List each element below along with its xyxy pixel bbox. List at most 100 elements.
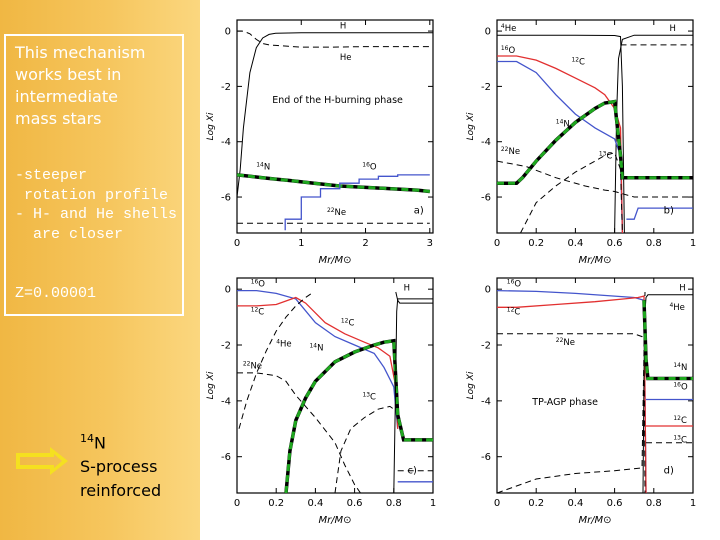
series-line-he [395,291,433,304]
x-tick-label: 0 [494,498,500,509]
series-line-16o [237,289,399,429]
x-tick-label: 0 [234,238,240,249]
mechanism-line: intermediate [15,87,118,106]
curve-label: 13C [673,435,687,446]
series-line-4he [497,291,646,493]
chart-panel-1: 0 1 2 3 0 -2 -4 -6 Mr/M⊙ Log Xi End of the H-burni… [206,19,434,266]
metallicity-text: Z=0.00001 [15,285,97,302]
y-tick-label: -6 [221,193,231,204]
chart-panel-4: 0 0.2 0.4 0.6 0.8 1 0 -2 -4 -6 Mr/M⊙ Log Xi TP-AGP p… [466,277,696,526]
curve-label: 22Ne [501,146,520,157]
series-group [237,289,433,493]
y-axis-label: Log Xi [206,112,216,140]
mechanism-text: This mechanism works best in intermediate m… [15,42,145,130]
curve-label: 12C [341,317,355,328]
y-axis-label: Log Xi [206,371,216,399]
series-line-4he [497,34,625,233]
x-tick-label: 1 [298,238,304,249]
curve-label: d) [664,465,674,476]
x-axis-label: Mr/M⊙ [578,515,611,526]
y-tick-label: -6 [221,452,231,463]
y-tick-label: -4 [221,137,231,148]
curve-label: 14N [310,343,324,354]
x-tick-label: 0.4 [567,238,583,249]
curve-label: 4He [501,23,516,34]
s-process-line: S-process [80,457,158,476]
x-tick-label: 0.6 [607,498,623,509]
curve-label: 16O [507,278,522,289]
x-tick-label: 0.6 [347,498,363,509]
x-axis-label: Mr/M⊙ [578,255,611,266]
text-frame [4,34,184,316]
curve-label: a) [414,206,424,217]
x-tick-label: 0.2 [528,498,544,509]
right-arrow-icon [16,447,68,475]
curve-label: 12C [673,415,687,426]
x-tick-label: 0.8 [386,498,402,509]
series-line-14n [497,99,693,185]
series-line-he [237,30,433,48]
series-line-4he [238,292,312,429]
y-tick-label: 0 [225,27,231,38]
y-tick-label: -4 [221,396,231,407]
curve-label: 22Ne [327,207,346,218]
series-line-16o-outer [626,207,693,220]
x-tick-label: 1 [690,238,696,249]
x-tick-label: 0.6 [607,238,623,249]
isotope-n14-text: 14N [80,428,106,454]
y-tick-label: 0 [225,285,231,296]
curve-label: b) [664,206,674,217]
x-tick-label: 0.4 [307,498,323,509]
y-tick-label: -4 [481,396,491,407]
plot-frame [236,19,434,234]
x-tick-label: 0 [234,498,240,509]
steeper-text: -steeper rotation profile - H- and He she… [15,166,177,244]
curve-label: 14N [256,161,270,172]
mechanism-line: works best in [15,65,122,84]
curve-label: 12C [507,306,521,317]
y-tick-label: -2 [221,341,231,352]
curve-label: 16O [673,382,688,393]
chart-panel-2: 0 0.2 0.4 0.6 0.8 1 0 -2 -4 -6 Mr/M⊙ Log Xi 4He H 16O 1… [466,19,696,266]
curve-label: 16O [501,45,516,56]
series-line-12c [237,296,399,429]
series-line-12c [497,295,647,493]
mechanism-line: mass stars [15,109,102,128]
steeper-line: rotation profile [15,186,169,204]
series-line-14n [237,173,430,193]
y-tick-label: 0 [485,285,491,296]
series-line-22ne [237,372,361,493]
x-tick-label: 1 [690,498,696,509]
series-line-14n [642,300,693,380]
y-tick-label: -2 [481,82,491,93]
series-group [497,34,693,233]
sidebar: This mechanism works best in intermediate m… [0,0,200,540]
curve-label: 12C [251,306,265,317]
x-tick-label: 0.4 [567,498,583,509]
x-tick-label: 3 [427,238,433,249]
x-tick-label: 0.2 [268,498,284,509]
series-line-13c [520,152,623,233]
curve-label: H [679,284,685,294]
mechanism-line: This mechanism [15,43,146,62]
curve-label: 13C [362,391,376,402]
curve-label: 4He [669,302,684,313]
reinforced-line: reinforced [80,481,162,500]
curve-label: 4He [276,338,291,349]
series-line-16o [284,174,430,231]
plot-frame [496,19,694,234]
plot-frame [496,277,694,494]
curve-label: 16O [251,278,266,289]
panel-annotation: End of the H-burning phase [272,95,403,106]
x-tick-label: 0.2 [528,238,544,249]
steeper-line: -steeper [15,167,88,184]
curve-label: H [340,21,346,31]
isotope-symbol: N [94,433,106,453]
x-axis-label: Mr/M⊙ [318,515,351,526]
curve-label: He [340,53,352,63]
y-tick-label: -6 [481,193,491,204]
y-tick-label: -2 [221,82,231,93]
series-line-13c [334,405,395,493]
curve-label: 13C [599,150,613,161]
curve-label: H [404,284,410,294]
